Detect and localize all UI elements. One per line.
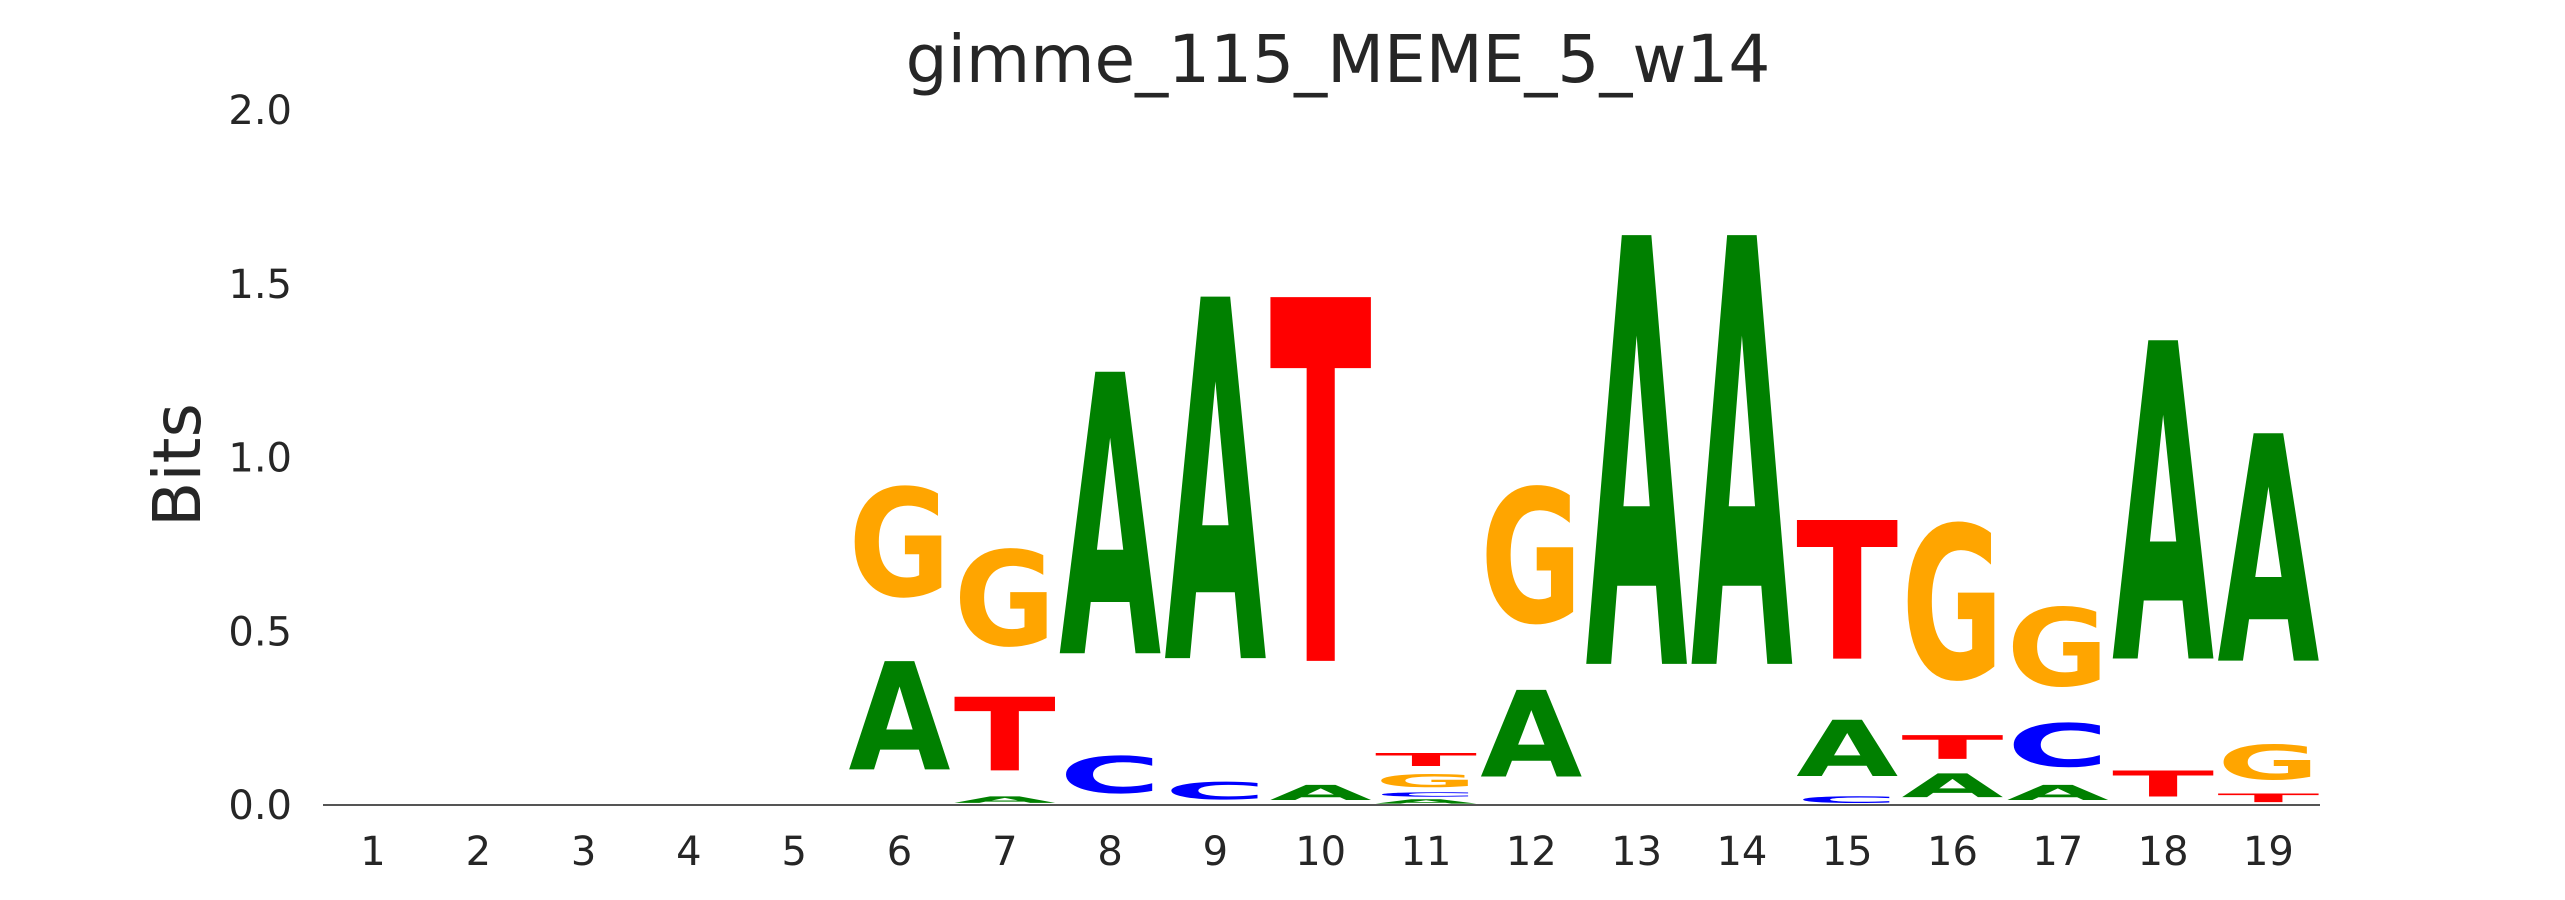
logo-letter-t: T bbox=[2112, 763, 2214, 805]
logo-letter-g: G bbox=[1375, 770, 1477, 791]
logo-letter-a: A bbox=[1586, 117, 1689, 803]
logo-letter-a: A bbox=[2007, 781, 2109, 805]
x-tick-label: 2 bbox=[466, 829, 491, 875]
logo-letter-a: A bbox=[1059, 296, 1162, 746]
x-tick-label: 18 bbox=[2138, 829, 2189, 875]
x-tick-label: 7 bbox=[992, 829, 1017, 875]
logo-letter-a: A bbox=[954, 795, 1056, 805]
logo-letter-a: A bbox=[1164, 198, 1267, 776]
x-tick-label: 3 bbox=[571, 829, 596, 875]
x-tick-label: 12 bbox=[1506, 829, 1557, 875]
y-tick-label: 2.0 bbox=[228, 88, 292, 134]
logo-letter-g: G bbox=[1902, 482, 2004, 728]
logo-letter-g: G bbox=[954, 525, 1056, 677]
y-axis-label: Bits bbox=[139, 403, 216, 527]
x-tick-label: 13 bbox=[1611, 829, 1662, 875]
logo-letter-t: T bbox=[954, 678, 1056, 795]
x-tick-label: 16 bbox=[1927, 829, 1978, 875]
logo-letter-c: C bbox=[2007, 712, 2109, 781]
x-tick-label: 10 bbox=[1295, 829, 1346, 875]
logo-letter-a: A bbox=[1796, 705, 1898, 794]
x-tick-label: 8 bbox=[1097, 829, 1122, 875]
logo-letter-a: A bbox=[1270, 781, 1372, 805]
logo-letter-a: A bbox=[2217, 373, 2319, 735]
x-tick-label: 15 bbox=[1822, 829, 1873, 875]
y-tick-label: 0.0 bbox=[228, 783, 292, 829]
y-axis-ticks: 0.0 0.5 1.0 1.5 2.0 bbox=[228, 88, 292, 829]
logo-letter-g: G bbox=[849, 459, 951, 631]
logo-letter-a: A bbox=[1902, 767, 2004, 805]
x-tick-label: 17 bbox=[2032, 829, 2083, 875]
logo-letter-a: A bbox=[1480, 667, 1582, 805]
logo-letter-a: A bbox=[2112, 255, 2215, 763]
logo-letter-t: T bbox=[1270, 198, 1373, 779]
logo-letter-g: G bbox=[1480, 452, 1582, 667]
logo-letter-c: C bbox=[1164, 777, 1266, 805]
y-tick-label: 1.5 bbox=[228, 262, 292, 308]
logo-letter-t: T bbox=[1375, 750, 1478, 771]
logo-letter-g: G bbox=[2217, 736, 2319, 791]
chart-title: gimme_115_MEME_5_w14 bbox=[906, 21, 1771, 98]
logo-letter-a: A bbox=[849, 633, 951, 805]
logo-letter-a: A bbox=[1691, 117, 1794, 803]
logo-letter-a: A bbox=[1375, 798, 1477, 805]
logo-letter-c: C bbox=[1375, 791, 1477, 798]
logo-letter-t: T bbox=[1796, 483, 1898, 704]
x-tick-label: 14 bbox=[1716, 829, 1767, 875]
x-tick-label: 5 bbox=[781, 829, 806, 875]
logo-letter-t: T bbox=[2217, 791, 2319, 805]
y-tick-label: 1.0 bbox=[228, 436, 292, 482]
x-tick-label: 6 bbox=[887, 829, 912, 875]
x-tick-label: 19 bbox=[2243, 829, 2294, 875]
x-tick-label: 4 bbox=[676, 829, 701, 875]
x-tick-label: 11 bbox=[1401, 829, 1452, 875]
logo-letter-t: T bbox=[1902, 729, 2004, 767]
logo-letter-g: G bbox=[2007, 587, 2109, 712]
logo-letter-c: C bbox=[1059, 746, 1161, 805]
x-tick-label: 1 bbox=[360, 829, 385, 875]
x-tick-label: 9 bbox=[1203, 829, 1228, 875]
x-axis-ticks: 1 2 3 4 5 6 7 8 9 10 11 12 13 14 15 16 17 18 19 bbox=[360, 829, 2294, 875]
y-tick-label: 0.5 bbox=[228, 609, 292, 655]
logo-letter-c: C bbox=[1796, 795, 1898, 805]
